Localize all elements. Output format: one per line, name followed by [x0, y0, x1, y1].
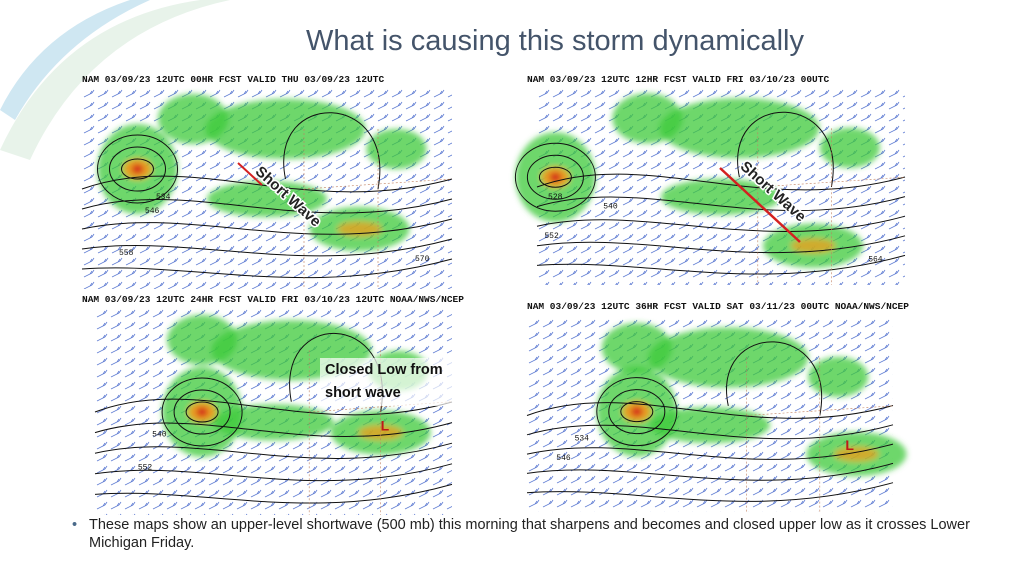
contour-label: 546	[145, 207, 160, 216]
low-marker: L	[381, 418, 390, 434]
shading	[205, 99, 366, 159]
shading-core	[549, 172, 562, 183]
weather-map: 540 552 L	[94, 309, 453, 515]
ridge-contour	[283, 112, 381, 190]
height-contour	[514, 142, 596, 212]
height-contour	[94, 422, 453, 438]
height-contour	[536, 235, 906, 254]
shading	[213, 404, 334, 441]
height-contour	[81, 198, 453, 214]
height-contour	[608, 389, 666, 435]
height-contour	[94, 483, 453, 504]
bullet: These maps show an upper-level shortwave…	[72, 516, 1012, 552]
contour-label: 546	[556, 454, 571, 463]
decor-swoosh	[0, 0, 230, 160]
shading	[808, 356, 869, 397]
map-header: NAM 03/09/23 12UTC 36HR FCST VALID SAT 0…	[527, 301, 909, 312]
low-marker: L	[845, 437, 854, 453]
height-contour	[538, 166, 572, 188]
height-contour	[526, 402, 894, 419]
map-header: NAM 03/09/23 12UTC 24HR FCST VALID FRI 0…	[82, 294, 464, 305]
weather-map: 528 540 552 564	[514, 89, 906, 285]
height-contour	[81, 258, 453, 279]
height-contour	[596, 377, 678, 447]
shading-core	[196, 407, 209, 417]
shading-core	[630, 406, 643, 417]
height-contour	[94, 463, 453, 482]
contour-label: 552	[544, 232, 559, 241]
decor-swoosh	[0, 0, 150, 120]
shading	[819, 127, 880, 168]
weather-map: 534 546 L	[526, 319, 907, 512]
contour-label: 570	[415, 255, 430, 264]
annotation-bg	[320, 358, 455, 406]
annotation: short wave	[325, 385, 401, 401]
height-contour	[526, 462, 894, 481]
height-contour	[94, 398, 453, 416]
height-contour	[620, 401, 654, 423]
map-header: NAM 03/09/23 12UTC 00HR FCST VALID THU 0…	[82, 74, 384, 85]
height-contour	[94, 442, 453, 459]
height-contour	[173, 389, 231, 435]
contour-label: 564	[868, 255, 883, 264]
height-contour	[81, 238, 453, 257]
height-contour	[536, 173, 906, 191]
state-borders	[746, 357, 894, 512]
state-borders	[757, 128, 906, 285]
height-contour	[97, 134, 178, 204]
height-contour	[121, 158, 154, 180]
height-contour	[109, 146, 166, 192]
contour-label: 534	[156, 193, 171, 202]
shading-core	[131, 164, 144, 174]
contour-label: 540	[603, 203, 618, 212]
state-borders	[308, 350, 453, 515]
shading	[659, 98, 820, 159]
maps: NAM 03/09/23 12UTC 00HR FCST VALID THU 0…	[81, 74, 909, 515]
shading	[661, 178, 781, 215]
slide-title: What is causing this storm dynamically	[306, 25, 804, 57]
contour-label: 534	[575, 435, 590, 444]
height-contour	[185, 401, 219, 423]
height-contour	[526, 443, 894, 460]
height-contour	[81, 175, 453, 193]
map-header: NAM 03/09/23 12UTC 12HR FCST VALID FRI 0…	[527, 74, 829, 85]
shortwave-axis	[719, 167, 801, 243]
shading	[366, 129, 427, 169]
vorticity-shading	[97, 94, 427, 251]
shading	[648, 327, 809, 388]
height-contour	[526, 482, 894, 502]
state-borders	[303, 129, 453, 289]
height-contour	[526, 424, 894, 440]
contour-label: 558	[119, 249, 134, 258]
height-contour	[161, 377, 243, 447]
height-contour	[81, 218, 453, 235]
weather-map: 534 546 558 570	[81, 89, 453, 289]
vorticity-shading	[515, 93, 880, 268]
shading-core	[791, 238, 835, 253]
height-contour	[536, 196, 906, 212]
height-contour	[536, 215, 906, 232]
contour-label: 540	[152, 431, 167, 440]
annotation: Closed Low from	[325, 362, 443, 378]
height-contour	[536, 254, 906, 275]
height-contour	[526, 154, 584, 200]
shading	[207, 181, 327, 217]
shortwave-axis	[237, 162, 263, 186]
shading	[650, 407, 770, 444]
contour-label: 552	[138, 464, 153, 473]
bullet-list: These maps show an upper-level shortwave…	[72, 516, 1012, 552]
contour-label: 528	[548, 193, 563, 202]
